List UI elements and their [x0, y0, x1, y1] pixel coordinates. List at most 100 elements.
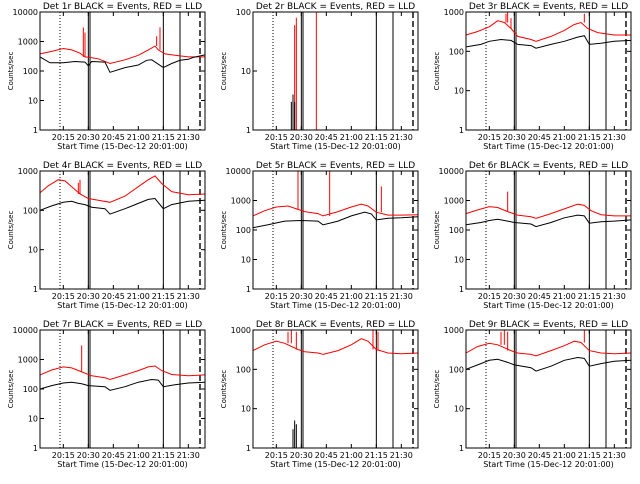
plot-frame — [465, 11, 632, 131]
x-tick-label: 21:15 — [365, 133, 388, 142]
y-tick-label: 100 — [23, 67, 38, 76]
y-tick-label: 1 — [246, 126, 251, 135]
y-tick-label: 1 — [459, 285, 464, 294]
lld-series-line — [465, 340, 632, 357]
lld-series-line — [252, 203, 419, 217]
x-tick-label: 21:00 — [340, 133, 363, 142]
x-tick-label: 20:45 — [102, 451, 125, 460]
x-tick-label: 20:30 — [503, 133, 526, 142]
x-tick-label: 20:45 — [528, 133, 551, 142]
lld-series-line — [252, 338, 419, 355]
y-tick-label: 10 — [454, 405, 464, 414]
x-tick-label: 20:30 — [290, 451, 313, 460]
x-axis-label: Start Time (15-Dec-12 20:01:00) — [270, 142, 401, 151]
y-tick-label: 1000 — [231, 197, 251, 206]
y-axis-label: Counts/sec — [433, 211, 441, 250]
events-series-line — [465, 356, 632, 372]
y-axis-label: Counts/sec — [7, 52, 15, 91]
y-tick-label: 100 — [449, 365, 464, 374]
events-series-line — [465, 214, 632, 228]
y-tick-label: 100 — [236, 8, 251, 17]
x-axis-label: Start Time (15-Dec-12 20:01:00) — [57, 301, 188, 310]
x-tick-label: 20:15 — [478, 133, 501, 142]
chart-title: Det 2r BLACK = Events, RED = LLD — [256, 2, 415, 12]
x-tick-label: 21:15 — [578, 133, 601, 142]
chart-title: Det 6r BLACK = Events, RED = LLD — [469, 161, 628, 171]
y-tick-label: 1000 — [18, 38, 38, 47]
lld-series-line — [39, 45, 205, 65]
lld-series-line — [39, 175, 206, 203]
y-tick-label: 1000 — [444, 197, 464, 206]
y-tick-label: 1 — [246, 444, 251, 453]
y-tick-label: 10000 — [439, 167, 464, 176]
x-tick-label: 20:15 — [265, 292, 288, 301]
x-axis-label: Start Time (15-Dec-12 20:01:00) — [270, 301, 401, 310]
chart-title: Det 4r BLACK = Events, RED = LLD — [43, 161, 202, 171]
y-tick-label: 100 — [449, 226, 464, 235]
y-axis-label: Counts/sec — [220, 370, 228, 409]
y-tick-label: 1000 — [444, 326, 464, 335]
y-axis-label: Counts/sec — [7, 370, 15, 409]
x-tick-label: 21:00 — [553, 292, 576, 301]
y-tick-label: 10000 — [13, 326, 38, 335]
x-tick-label: 20:30 — [503, 451, 526, 460]
lld-series-line — [39, 365, 206, 381]
x-axis-label: Start Time (15-Dec-12 20:01:00) — [483, 460, 614, 469]
y-axis-label: Counts/sec — [220, 211, 228, 250]
x-tick-label: 20:45 — [528, 292, 551, 301]
y-tick-label: 10 — [241, 67, 251, 76]
chart-title: Det 1r BLACK = Events, RED = LLD — [43, 2, 202, 12]
y-tick-label: 10 — [241, 405, 251, 414]
x-axis-label: Start Time (15-Dec-12 20:01:00) — [57, 460, 188, 469]
events-series-line — [252, 211, 419, 229]
y-tick-label: 1 — [33, 126, 38, 135]
x-tick-label: 20:30 — [503, 292, 526, 301]
x-tick-label: 20:30 — [77, 451, 100, 460]
x-tick-label: 20:45 — [528, 451, 551, 460]
y-tick-label: 10 — [28, 415, 38, 424]
y-tick-label: 1000 — [18, 167, 38, 176]
x-tick-label: 20:30 — [290, 292, 313, 301]
chart-title: Det 5r BLACK = Events, RED = LLD — [256, 161, 415, 171]
events-series-line — [39, 54, 206, 73]
y-tick-label: 1 — [33, 444, 38, 453]
x-tick-label: 21:15 — [578, 292, 601, 301]
x-axis-label: Start Time (15-Dec-12 20:01:00) — [483, 142, 614, 151]
x-tick-label: 21:00 — [340, 292, 363, 301]
y-tick-label: 100 — [23, 206, 38, 215]
x-tick-label: 21:30 — [177, 451, 200, 460]
plot-frame — [39, 170, 206, 290]
x-tick-label: 21:30 — [603, 133, 626, 142]
y-tick-label: 10000 — [13, 8, 38, 17]
lld-series-line — [465, 203, 631, 219]
x-tick-label: 21:30 — [177, 133, 200, 142]
y-tick-label: 1 — [459, 126, 464, 135]
x-tick-label: 21:30 — [177, 292, 200, 301]
chart-panel-1: Det 1r BLACK = Events, RED = LLD 20:15 20:… — [7, 2, 206, 151]
x-tick-label: 20:15 — [52, 292, 75, 301]
x-tick-label: 21:00 — [127, 292, 150, 301]
x-tick-label: 20:45 — [102, 292, 125, 301]
x-tick-label: 20:45 — [315, 451, 338, 460]
events-series-line — [39, 197, 206, 215]
chart-title: Det 9r BLACK = Events, RED = LLD — [469, 320, 628, 330]
y-tick-label: 1 — [246, 285, 251, 294]
x-tick-label: 20:45 — [102, 133, 125, 142]
x-tick-label: 20:15 — [52, 133, 75, 142]
y-tick-label: 100 — [23, 385, 38, 394]
plot-frame — [252, 329, 419, 449]
x-axis-label: Start Time (15-Dec-12 20:01:00) — [57, 142, 188, 151]
y-tick-label: 1000 — [18, 356, 38, 365]
x-tick-label: 20:30 — [290, 133, 313, 142]
x-tick-label: 20:30 — [77, 292, 100, 301]
y-tick-label: 1000 — [231, 326, 251, 335]
x-tick-label: 20:45 — [315, 133, 338, 142]
x-tick-label: 21:30 — [603, 292, 626, 301]
